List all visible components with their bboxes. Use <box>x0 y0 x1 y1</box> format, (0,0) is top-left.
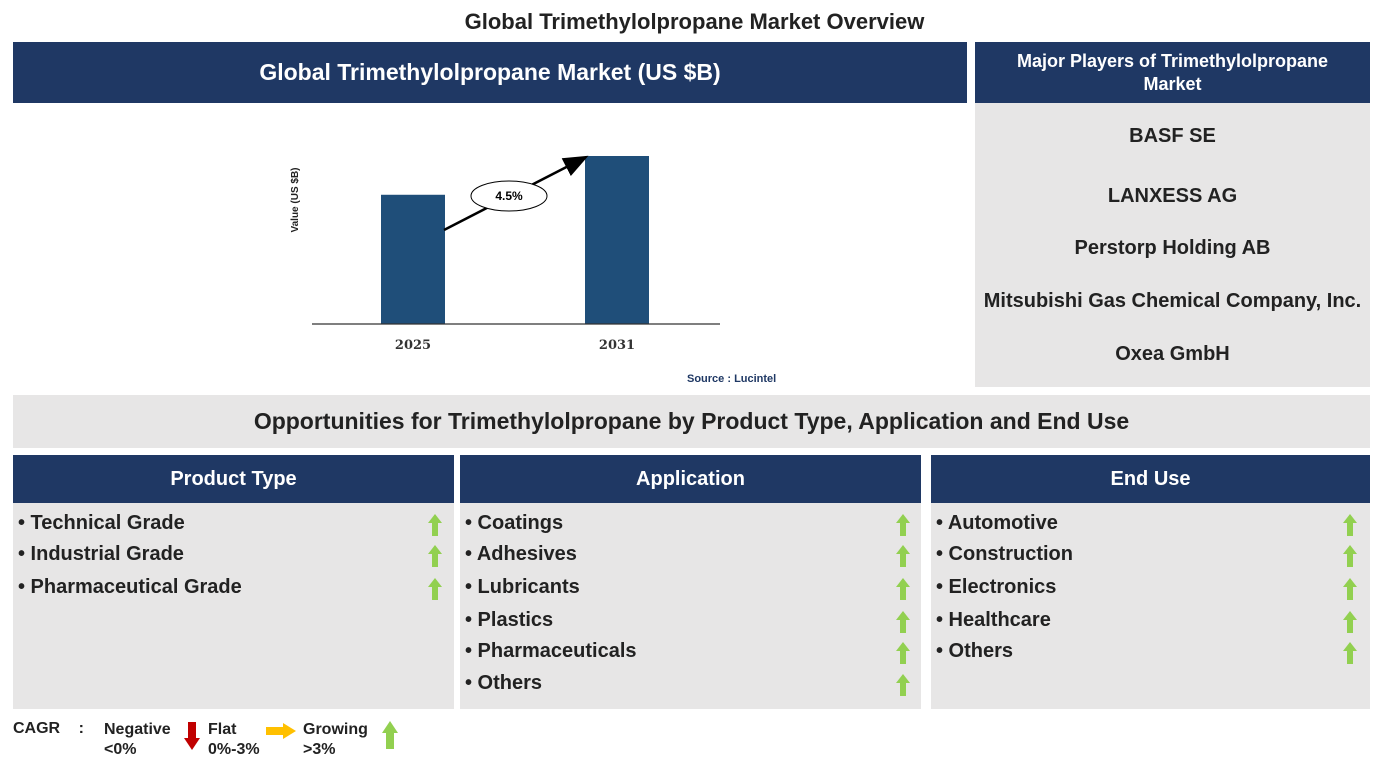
growth-up-arrow-icon <box>896 514 910 536</box>
market-chart-header: Global Trimethylolpropane Market (US $B) <box>13 42 967 103</box>
list-item: • Electronics <box>936 576 1057 598</box>
cagr-value: 4.5% <box>495 189 523 203</box>
product-type-header: Product Type <box>13 455 454 503</box>
list-item: • Others <box>465 672 543 694</box>
players-list: BASF SE LANXESS AG Perstorp Holding AB M… <box>975 103 1370 387</box>
player-basf: BASF SE <box>1129 125 1216 147</box>
list-item: • Construction <box>936 543 1073 565</box>
growth-up-arrow-icon <box>1343 578 1357 600</box>
growth-up-arrow-icon <box>896 674 910 696</box>
legend-flat-label: Flat <box>208 721 237 738</box>
negative-arrow-icon <box>184 722 200 750</box>
growth-up-arrow-icon <box>896 611 910 633</box>
growth-up-arrow-icon <box>1343 611 1357 633</box>
list-item: • Technical Grade <box>18 512 185 534</box>
list-item: • Coatings <box>465 512 564 534</box>
legend-flat: Flat 0%-3% <box>208 720 260 760</box>
cagr-bubble <box>470 180 548 212</box>
list-item: • Pharmaceuticals <box>465 640 637 662</box>
growing-arrow-icon <box>382 721 398 749</box>
end-use-list: • Automotive • Construction • Electronics •… <box>931 503 1370 709</box>
legend-colon: : <box>78 720 84 737</box>
player-oxea: Oxea GmbH <box>1115 343 1230 365</box>
application-list: • Coatings • Adhesives • Lubricants • Plast… <box>460 503 921 709</box>
x-tick-label: 2031 <box>599 338 635 353</box>
end-use-header: End Use <box>931 455 1370 503</box>
list-item: • Plastics <box>465 609 554 631</box>
bar-2031 <box>585 156 649 324</box>
legend-cagr-label: CAGR : <box>13 720 84 738</box>
legend-growing: Growing >3% <box>303 720 368 760</box>
growth-up-arrow-icon <box>896 578 910 600</box>
growth-up-arrow-icon <box>896 545 910 567</box>
chart-source: Source : Lucintel <box>687 373 777 385</box>
growth-up-arrow-icon <box>1343 642 1357 664</box>
list-item: • Industrial Grade <box>18 543 184 565</box>
player-perstorp: Perstorp Holding AB <box>1074 237 1271 259</box>
legend-negative-range: <0% <box>104 741 137 758</box>
application-header: Application <box>460 455 921 503</box>
legend-cagr-text: CAGR <box>13 720 61 737</box>
growth-up-arrow-icon <box>428 545 442 567</box>
list-item: • Automotive <box>936 512 1058 534</box>
legend-growing-range: >3% <box>303 741 336 758</box>
legend-flat-range: 0%-3% <box>208 741 260 758</box>
list-item: • Healthcare <box>936 609 1051 631</box>
growth-up-arrow-icon <box>896 642 910 664</box>
page-title: Global Trimethylolpropane Market Overvie… <box>464 9 925 34</box>
bar-2025 <box>381 194 445 324</box>
legend-growing-label: Growing <box>303 721 368 738</box>
list-item: • Others <box>936 640 1014 662</box>
growth-up-arrow-icon <box>428 514 442 536</box>
product-type-list: • Technical Grade • Industrial Grade • Pha… <box>13 503 454 709</box>
flat-arrow-icon <box>266 723 296 739</box>
player-lanxess: LANXESS AG <box>1107 185 1238 207</box>
x-tick-label: 2025 <box>395 338 431 353</box>
list-item: • Lubricants <box>465 576 580 598</box>
legend-negative: Negative <0% <box>104 720 171 760</box>
growth-up-arrow-icon <box>428 578 442 600</box>
opportunities-header: Opportunities for Trimethylolpropane by … <box>13 395 1370 448</box>
players-header: Major Players of Trimethylolpropane Mark… <box>975 42 1370 103</box>
growth-up-arrow-icon <box>1343 545 1357 567</box>
list-item: • Pharmaceutical Grade <box>18 576 242 598</box>
market-bar-chart: Value (US $B) 2025 2031 4.5% <box>290 155 720 353</box>
growth-up-arrow-icon <box>1343 514 1357 536</box>
list-item: • Adhesives <box>465 543 577 565</box>
legend-negative-label: Negative <box>104 721 171 738</box>
y-axis-label: Value (US $B) <box>290 167 301 232</box>
player-mitsubishi: Mitsubishi Gas Chemical Company, Inc. <box>983 290 1362 312</box>
